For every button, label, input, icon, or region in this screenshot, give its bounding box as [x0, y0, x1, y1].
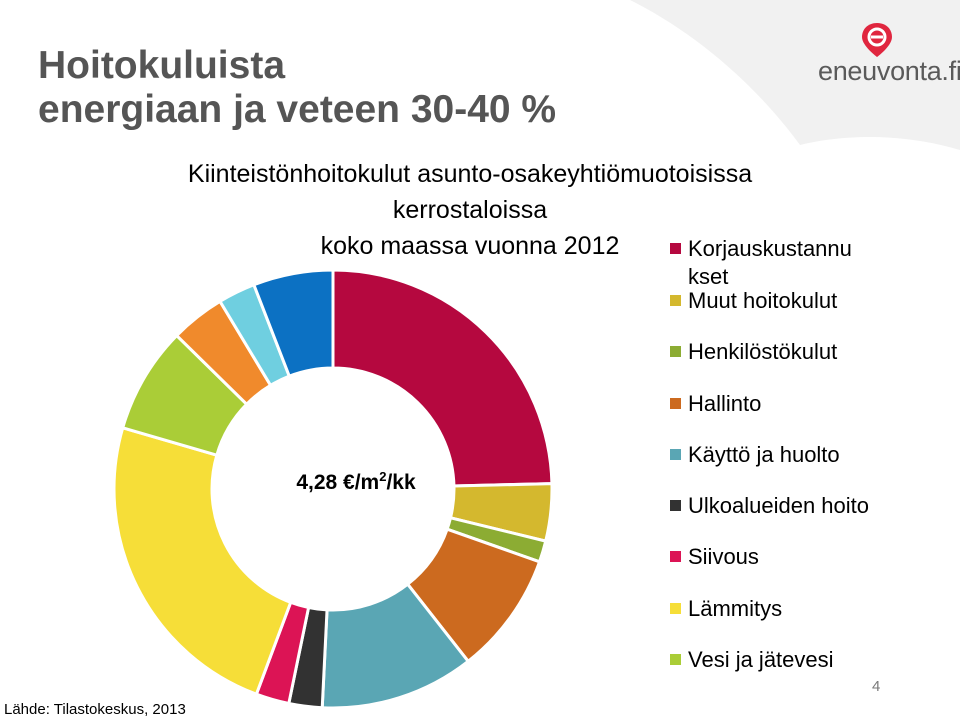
- chart-title-line-1: Kiinteistönhoitokulut asunto-osakeyhtiöm…: [187, 160, 753, 188]
- source-note: Lähde: Tilastokeskus, 2013: [4, 701, 186, 718]
- legend-label-henkilostokulut: Henkilöstökulut: [688, 339, 838, 364]
- legend-label-vesi-ja-jatevesi: Vesi ja jätevesi: [688, 647, 834, 672]
- eneuvonta-logo-icon: [862, 23, 892, 57]
- eneuvonta-logo[interactable]: eneuvonta.fi: [818, 22, 960, 92]
- logo-text: eneuvonta.fi: [818, 56, 960, 86]
- chart-title: Kiinteistönhoitokulut asunto-osakeyhtiöm…: [110, 156, 830, 264]
- legend-label-kaytto-ja-huolto: Käyttö ja huolto: [688, 442, 840, 467]
- center-value: 4,28: [296, 471, 338, 494]
- legend-label-siivous: Siivous: [688, 544, 759, 569]
- legend-swatch-lammitys: [670, 603, 681, 614]
- legend-swatch-muut-hoitokulut: [670, 295, 681, 306]
- legend-swatch-ulkoalueiden-hoito: [670, 500, 681, 511]
- legend-swatch-vesi-ja-jatevesi: [670, 654, 681, 665]
- donut-slice-lammitys: [112, 425, 293, 697]
- center-unit-suffix: /kk: [386, 471, 416, 494]
- center-unit-exponent: 2: [379, 469, 387, 484]
- slide-title-line-2: energiaan ja veteen 30-40 %: [38, 88, 557, 131]
- logo-pin-bar: [871, 35, 883, 39]
- legend-label-ulkoalueiden-hoito: Ulkoalueiden hoito: [688, 493, 870, 518]
- page-number: 4: [872, 678, 881, 695]
- legend-label-hallinto: Hallinto: [688, 391, 762, 416]
- center-unit-prefix: €/m: [337, 471, 380, 494]
- slide-title-line-1: Hoitokuluista: [38, 44, 286, 87]
- legend-swatch-korjauskustannukset: [670, 243, 681, 254]
- logo-pin-ring: [867, 27, 887, 47]
- chart-title-line-3: koko maassa vuonna 2012: [320, 232, 620, 260]
- legend-label-lammitys: Lämmitys: [688, 596, 783, 621]
- legend-label-muut-hoitokulut: Muut hoitokulut: [688, 288, 838, 313]
- center-value-label: 4,28 €/m2/kk: [256, 469, 456, 495]
- chart-title-line-2: kerrostaloissa: [392, 196, 548, 224]
- legend-swatch-hallinto: [670, 398, 681, 409]
- legend-swatch-henkilostokulut: [670, 346, 681, 357]
- legend-swatch-kaytto-ja-huolto: [670, 449, 681, 460]
- donut-slice-muut: [251, 268, 335, 379]
- legend-label-korjauskustannukset: Korjauskustannu kset: [688, 236, 852, 289]
- legend-swatch-siivous: [670, 551, 681, 562]
- donut-slice-korjauskustannukset: [331, 268, 554, 488]
- slide-title: Hoitokuluista energiaan ja veteen 30-40 …: [38, 44, 556, 132]
